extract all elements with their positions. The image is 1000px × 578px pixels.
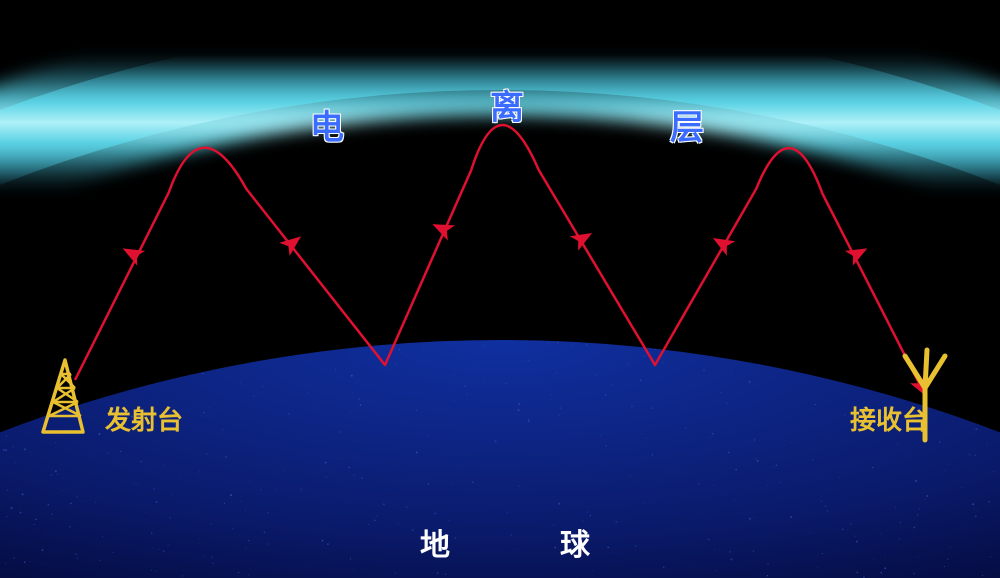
ionosphere-label-char: 电 bbox=[310, 100, 344, 149]
earth-label-char: 球 bbox=[560, 520, 590, 564]
receiver-label: 接收台 bbox=[850, 400, 928, 437]
diagram-canvas: 电 离 层地 球 发射台 接收台 bbox=[0, 0, 1000, 578]
transmitter-label: 发射台 bbox=[105, 400, 183, 437]
earth-label-char: 地 bbox=[420, 520, 450, 564]
ionosphere-label-char: 层 bbox=[670, 100, 704, 149]
ionosphere-label-char: 离 bbox=[490, 80, 524, 129]
